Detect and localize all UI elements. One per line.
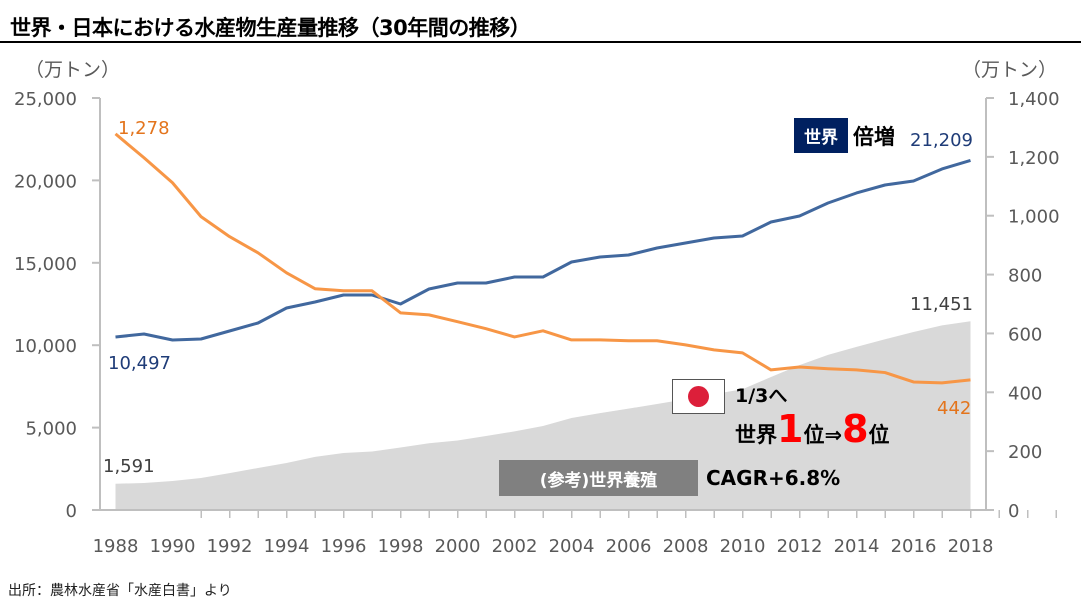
right-tick-label: 1,000: [1008, 207, 1060, 228]
world-start-label: 10,497: [108, 353, 171, 374]
x-tick-label: 2014: [834, 536, 880, 557]
data-labels-layer: 1,278 442 10,497 21,209 1,591 11,451: [103, 118, 973, 477]
x-tick-label: 1990: [150, 536, 196, 557]
x-tick-label: 2008: [663, 536, 709, 557]
aquaculture-badge: (参考)世界養殖: [499, 460, 698, 496]
right-axis-unit: （万トン）: [962, 59, 1057, 81]
right-tick-label: 1,200: [1008, 148, 1060, 169]
x-tick-label: 1996: [321, 536, 367, 557]
series-lines-layer: [114, 132, 971, 385]
left-axis-unit: （万トン）: [25, 59, 120, 81]
rank-mid: 位⇒: [803, 423, 843, 447]
rank-from: 1: [777, 407, 804, 451]
right-tick-label: 1,400: [1008, 89, 1060, 110]
aquaculture-end-label: 11,451: [910, 294, 973, 315]
aquaculture-area: [115, 321, 971, 510]
x-tick-label: 1998: [378, 536, 424, 557]
x-tick-label: 2006: [606, 536, 652, 557]
japan-line: [114, 132, 971, 385]
japan-start-label: 1,278: [118, 118, 170, 139]
japan-end-label: 442: [937, 398, 971, 419]
right-tick-label: 200: [1008, 442, 1042, 463]
x-tick-label: 2000: [435, 536, 481, 557]
x-tick-label: 2012: [777, 536, 823, 557]
left-tick-label: 0: [66, 501, 77, 522]
rank-prefix: 世界: [735, 423, 777, 447]
left-tick-label: 25,000: [14, 89, 77, 110]
axes-layer: 0 5,000 10,000 15,000 20,000 25,000 0 200 400 600…: [14, 89, 1060, 557]
x-tick-label: 2004: [549, 536, 595, 557]
rank-to: 8: [842, 407, 869, 451]
world-end-label: 21,209: [910, 130, 973, 151]
chart-title: 世界・日本における水産物生産量推移（30年間の推移）: [10, 16, 531, 40]
right-tick-label: 600: [1008, 324, 1042, 345]
japan-third-label: 1/3へ: [735, 385, 788, 407]
world-line: [115, 159, 971, 342]
right-tick-label: 400: [1008, 383, 1042, 404]
x-tick-label: 2016: [891, 536, 937, 557]
left-tick-label: 20,000: [14, 171, 77, 192]
world-badge: 世界: [794, 118, 848, 153]
left-tick-label: 5,000: [25, 419, 77, 440]
japan-flag-icon: [672, 379, 725, 414]
world-double-label: 倍増: [853, 125, 895, 149]
japan-flag-sun: [688, 386, 709, 407]
source-note: 出所：農林水産省「水産白書」より: [8, 583, 232, 599]
x-tick-label: 1994: [264, 536, 310, 557]
rank-suffix: 位: [868, 423, 890, 447]
x-tick-label: 1992: [207, 536, 253, 557]
right-tick-label: 800: [1008, 266, 1042, 287]
x-tick-label: 2010: [720, 536, 766, 557]
aquaculture-cagr-label: CAGR+6.8%: [706, 466, 841, 490]
x-tick-label: 1988: [93, 536, 139, 557]
left-tick-label: 15,000: [14, 254, 77, 275]
x-tick-label: 2018: [948, 536, 994, 557]
right-tick-label: 0: [1008, 501, 1019, 522]
japan-rank-label: 世界1位⇒8位: [735, 410, 890, 449]
left-tick-label: 10,000: [14, 336, 77, 357]
aquaculture-area-layer: [115, 321, 971, 510]
title-underline: [0, 41, 1081, 43]
aquaculture-start-label: 1,591: [103, 456, 155, 477]
x-tick-label: 2002: [492, 536, 538, 557]
